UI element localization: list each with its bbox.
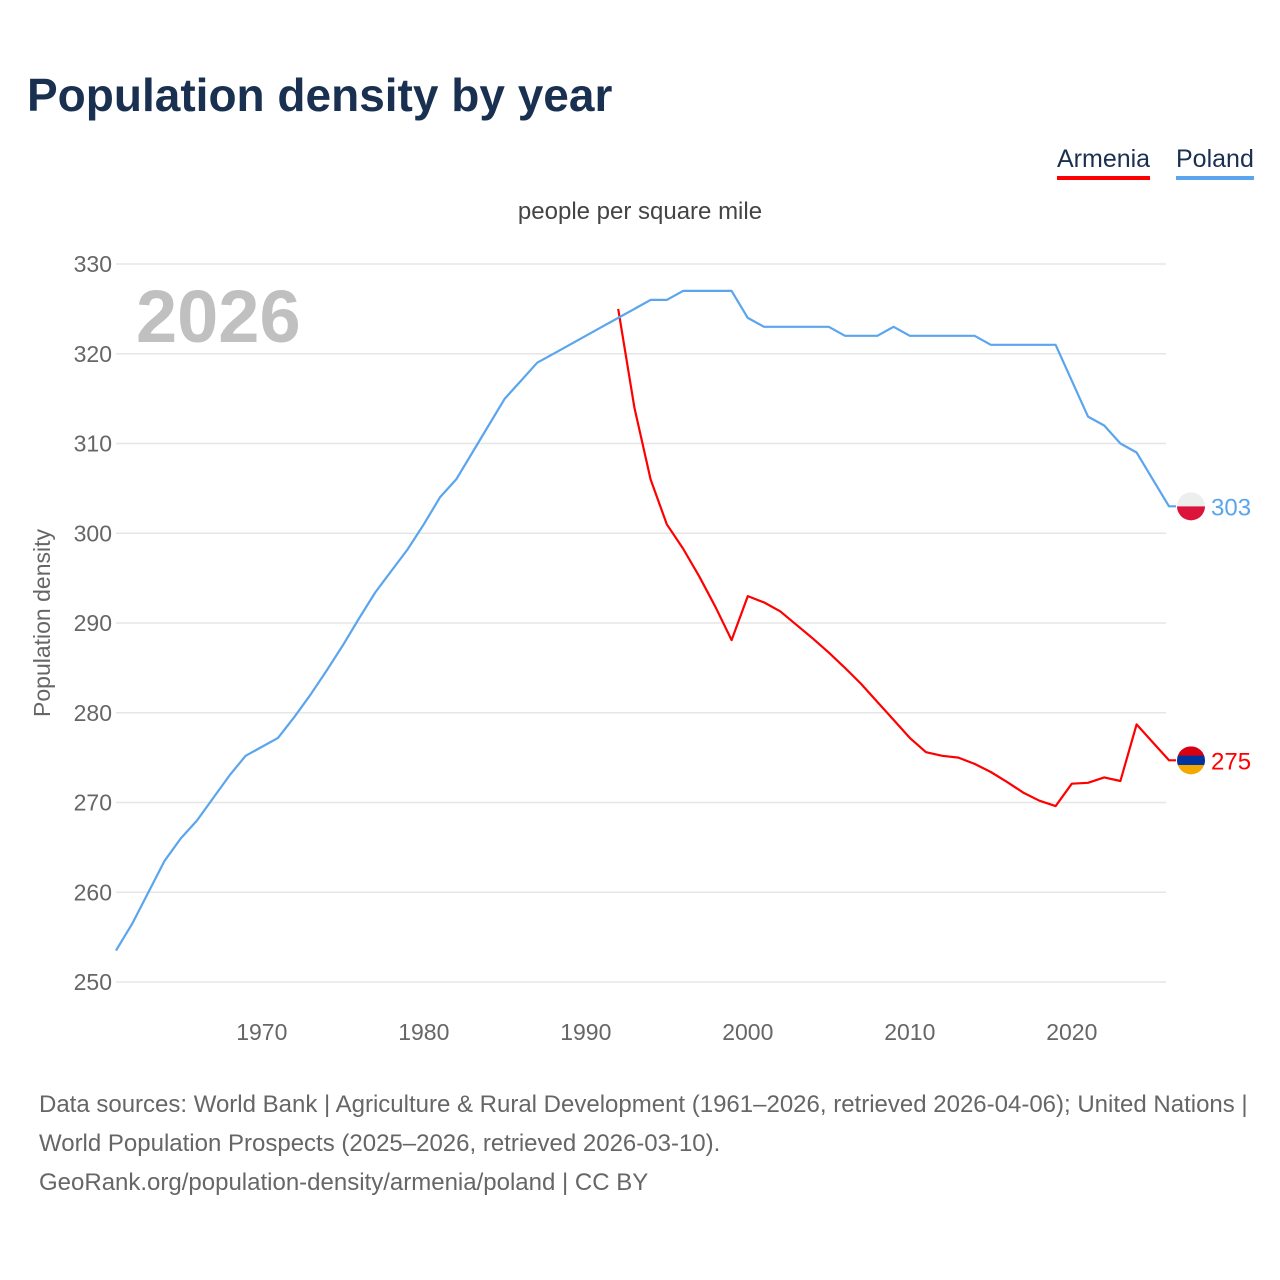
x-tick-label: 2000 <box>722 1019 773 1045</box>
chart-subtitle: people per square mile <box>517 198 763 225</box>
y-tick-label: 310 <box>74 431 112 457</box>
armenia-flag-icon <box>1177 755 1205 766</box>
x-tick-label: 2020 <box>1046 1019 1097 1045</box>
year-watermark: 2026 <box>136 275 301 358</box>
x-tick-label: 1980 <box>398 1019 449 1045</box>
y-tick-label: 320 <box>74 341 112 367</box>
y-tick-label: 250 <box>74 969 112 995</box>
y-tick-label: 330 <box>74 251 112 277</box>
x-tick-label: 1990 <box>560 1019 611 1045</box>
legend-armenia[interactable]: Armenia <box>1057 145 1151 180</box>
source-line-2: GeoRank.org/population-density/armenia/p… <box>39 1169 649 1196</box>
armenia-flag-icon <box>1177 746 1205 757</box>
series-line-armenia <box>617 308 1176 808</box>
x-tick-label: 1970 <box>236 1019 287 1045</box>
poland-flag-icon <box>1177 506 1205 521</box>
armenia-flag-icon <box>1177 764 1205 775</box>
series-line-poland <box>115 289 1176 952</box>
y-tick-label: 280 <box>74 700 112 726</box>
x-tick-label: 2010 <box>884 1019 935 1045</box>
y-axis-label: Population density <box>29 529 55 717</box>
legend-poland[interactable]: Poland <box>1176 145 1254 180</box>
end-value-label-armenia: 275 <box>1211 748 1251 775</box>
source-note: Data sources: World Bank | Agriculture &… <box>39 1085 1249 1202</box>
chart-title: Population density by year <box>27 69 613 121</box>
y-tick-label: 300 <box>74 520 112 546</box>
end-value-label-poland: 303 <box>1211 494 1251 521</box>
y-tick-label: 270 <box>74 790 112 816</box>
poland-flag-icon <box>1177 492 1205 507</box>
y-tick-label: 260 <box>74 879 112 905</box>
line-chart: 250 260 270 280 290 300 310 320 330 1970 1980 1990 2… <box>29 251 1251 1045</box>
source-line-1: Data sources: World Bank | Agriculture &… <box>39 1091 1248 1157</box>
y-tick-label: 290 <box>74 610 112 636</box>
